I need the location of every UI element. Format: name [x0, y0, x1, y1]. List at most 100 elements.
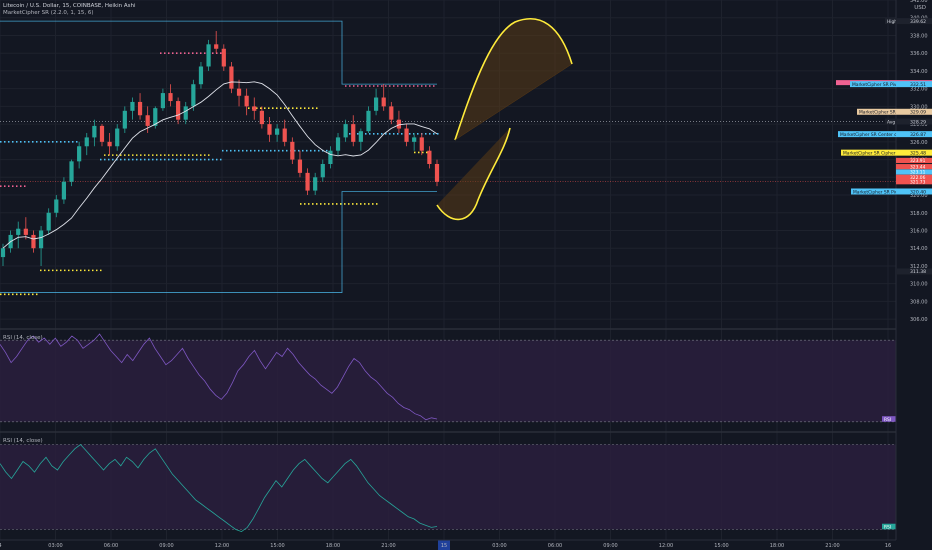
indicator-legend[interactable]: MarketCipher SR (2.2.0, 1, 15, 6)	[3, 10, 93, 17]
time-tick-label: 09:00	[159, 543, 173, 549]
level-value: 326.87	[910, 132, 926, 138]
candle-body	[222, 49, 226, 67]
price-tick-label: 316.00	[910, 228, 928, 234]
candle-body	[427, 151, 431, 164]
candle-body	[69, 161, 73, 181]
time-tick-label: 15:00	[714, 543, 728, 549]
time-tick-label: 06:00	[104, 543, 118, 549]
level-value: 320.40	[910, 189, 926, 195]
price-tick-label: 336.00	[910, 51, 928, 57]
level-value: 332.51	[910, 82, 926, 88]
candle-body	[389, 106, 393, 119]
candle-body	[321, 164, 325, 177]
candle-body	[420, 137, 424, 150]
candle-body	[344, 124, 348, 137]
time-tick-label: 03:00	[492, 543, 506, 549]
candle-body	[161, 93, 165, 108]
level-value: 329.09	[910, 110, 926, 116]
candle-body	[252, 106, 256, 110]
level-value: 311.38	[910, 269, 926, 275]
symbol-legend[interactable]: Litecoin / U.S. Dollar, 15, COINBASE, He…	[3, 3, 135, 10]
time-tick-label: 06:00	[548, 543, 562, 549]
rsi-last-label: RSI	[884, 417, 891, 423]
candle-body	[62, 182, 66, 200]
candle-body	[31, 235, 35, 248]
candle-body	[359, 131, 363, 142]
level-label: MarketCipher SR Pivot Low320.40	[851, 188, 932, 195]
level-label-name: High	[887, 19, 897, 25]
candle-body	[275, 129, 279, 135]
candle-body	[85, 137, 89, 146]
candle-body	[1, 248, 5, 257]
price-tick-label: 310.00	[910, 282, 928, 288]
level-label: MarketCipher SR Upper Range329.09	[857, 109, 932, 116]
level-label: Avg 328.29	[885, 119, 932, 126]
rsi-pane-1[interactable]: 70.0060.0050.0040.00RSI31.40	[0, 334, 932, 423]
level-value: 325.48	[910, 150, 926, 156]
rsi-legend-2[interactable]: RSI (14, close)	[3, 438, 43, 445]
level-value: 328.29	[910, 119, 926, 125]
price-tag: 323.11	[910, 170, 926, 176]
candle-body	[305, 173, 309, 191]
candle-body	[199, 66, 203, 84]
candle-body	[374, 98, 378, 111]
candle-body	[245, 96, 249, 107]
candle-body	[290, 142, 294, 160]
candle-body	[229, 66, 233, 88]
candle-body	[412, 137, 416, 141]
candle-body	[184, 106, 188, 119]
candle-body	[351, 124, 355, 142]
time-tick-label: 21:00	[381, 543, 395, 549]
time-tick-label: 12:00	[215, 543, 229, 549]
price-tick-label: 326.00	[910, 140, 928, 146]
time-tick-label: 18:00	[770, 543, 784, 549]
rsi-pane-2[interactable]: 70.0060.0050.0040.00RSI31.40	[0, 443, 932, 532]
candle-body	[47, 213, 51, 231]
time-tick-label: 15	[441, 543, 447, 549]
candle-body	[100, 126, 104, 142]
candle-body	[366, 111, 370, 131]
level-label: High 339.62	[885, 18, 932, 25]
candle-body	[176, 101, 180, 120]
rsi-legend-1[interactable]: RSI (14, close)	[3, 335, 43, 342]
candle-body	[336, 137, 340, 150]
level-label-name: Avg	[887, 119, 895, 125]
price-tick-label: 318.00	[910, 211, 928, 217]
candle-body	[146, 115, 150, 126]
price-tick-label: 314.00	[910, 246, 928, 252]
time-tick-label: 12:00	[659, 543, 673, 549]
price-tick-label: 306.00	[910, 317, 928, 323]
time-tick-label: 21:00	[825, 543, 839, 549]
level-label: MarketCipher SR Cipher Support325.48	[841, 150, 932, 157]
candle-body	[397, 120, 401, 129]
time-tick-label: 15:00	[270, 543, 284, 549]
price-tag: 321.73	[910, 179, 926, 185]
candle-body	[328, 151, 332, 164]
candle-body	[191, 84, 195, 106]
candle-body	[16, 229, 20, 235]
time-tick-label: 03:00	[48, 543, 62, 549]
candle-body	[382, 98, 386, 107]
candle-body	[260, 111, 264, 124]
time-tick-label: 18:00	[326, 543, 340, 549]
candle-body	[298, 160, 302, 173]
candle-body	[404, 129, 408, 142]
candle-body	[267, 124, 271, 135]
level-label: Low311.38	[896, 268, 932, 275]
level-label: MarketCipher SR Pivot High332.51	[850, 81, 932, 88]
candle-body	[206, 44, 210, 66]
candle-body	[24, 229, 28, 235]
price-tick-label: 334.00	[910, 69, 928, 75]
candle-body	[54, 199, 58, 212]
rsi-band	[0, 340, 896, 422]
time-tick-label: 4	[0, 543, 2, 549]
candle-body	[39, 230, 43, 248]
candle-body	[283, 129, 287, 142]
candle-body	[92, 126, 96, 138]
candle-body	[115, 129, 119, 147]
candle-body	[237, 89, 241, 96]
candle-body	[168, 93, 172, 101]
rsi-band	[0, 445, 896, 530]
